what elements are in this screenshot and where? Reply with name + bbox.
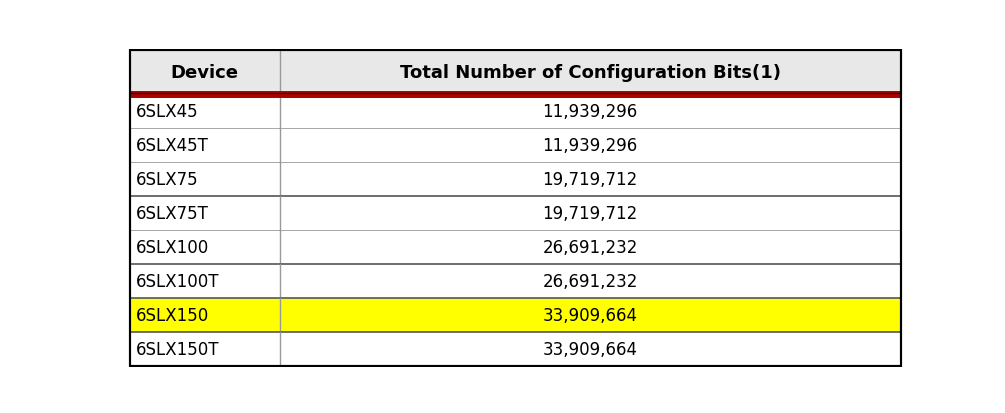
Bar bbox=[279, 197, 900, 230]
Text: 33,909,664: 33,909,664 bbox=[543, 306, 638, 324]
Bar bbox=[130, 230, 279, 264]
Bar bbox=[279, 163, 900, 197]
Text: 26,691,232: 26,691,232 bbox=[543, 272, 638, 290]
Text: 6SLX75: 6SLX75 bbox=[136, 171, 198, 189]
Text: 6SLX150: 6SLX150 bbox=[136, 306, 209, 324]
Text: 19,719,712: 19,719,712 bbox=[543, 171, 638, 189]
Text: 33,909,664: 33,909,664 bbox=[543, 340, 638, 358]
Text: 19,719,712: 19,719,712 bbox=[543, 205, 638, 223]
Text: 6SLX100T: 6SLX100T bbox=[136, 272, 219, 290]
Bar bbox=[130, 129, 279, 163]
Text: 11,939,296: 11,939,296 bbox=[543, 103, 638, 121]
Bar bbox=[279, 332, 900, 366]
Bar bbox=[130, 264, 279, 298]
Bar bbox=[130, 163, 279, 197]
Bar bbox=[279, 298, 900, 332]
Text: 6SLX75T: 6SLX75T bbox=[136, 205, 209, 223]
Text: Total Number of Configuration Bits(1): Total Number of Configuration Bits(1) bbox=[400, 64, 781, 82]
Bar bbox=[130, 298, 279, 332]
Bar bbox=[130, 332, 279, 366]
Bar bbox=[130, 197, 279, 230]
Text: Device: Device bbox=[171, 64, 239, 82]
Text: 26,691,232: 26,691,232 bbox=[543, 239, 638, 256]
Bar bbox=[130, 51, 900, 95]
Bar bbox=[279, 230, 900, 264]
Bar bbox=[279, 264, 900, 298]
Bar bbox=[130, 95, 279, 129]
Bar bbox=[279, 129, 900, 163]
Text: 6SLX45T: 6SLX45T bbox=[136, 137, 209, 155]
Bar bbox=[279, 95, 900, 129]
Text: 6SLX150T: 6SLX150T bbox=[136, 340, 219, 358]
Text: 6SLX45: 6SLX45 bbox=[136, 103, 198, 121]
Text: 6SLX100: 6SLX100 bbox=[136, 239, 209, 256]
Text: 11,939,296: 11,939,296 bbox=[543, 137, 638, 155]
